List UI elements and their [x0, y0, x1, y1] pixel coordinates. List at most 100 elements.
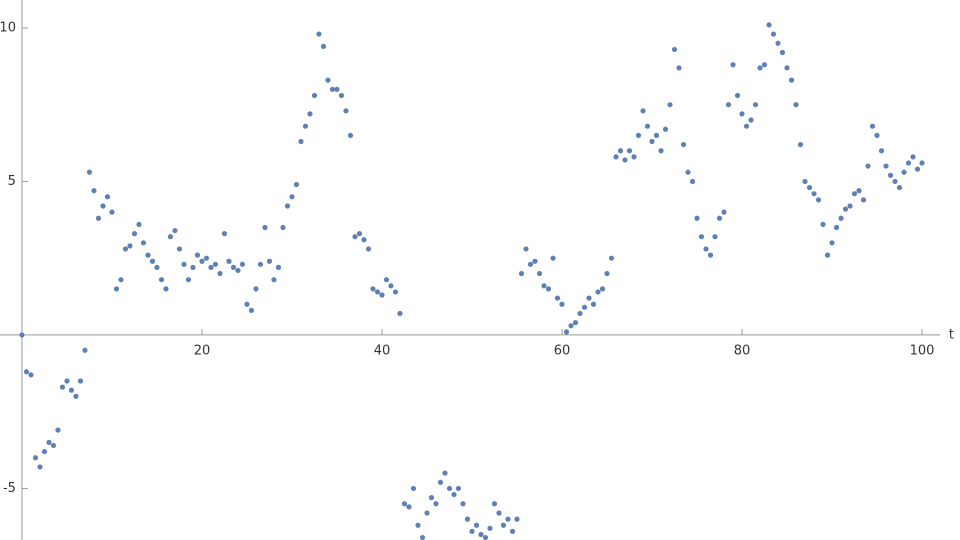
point — [172, 227, 178, 234]
point — [577, 310, 583, 317]
point — [433, 501, 439, 507]
point — [68, 387, 75, 393]
point — [181, 261, 187, 267]
point — [874, 132, 880, 138]
x-tick-label: 40 — [374, 343, 391, 358]
point — [41, 448, 48, 455]
point — [419, 534, 426, 540]
point — [860, 197, 867, 203]
point — [568, 323, 574, 329]
point — [352, 234, 358, 240]
point — [410, 485, 417, 492]
point — [779, 49, 786, 56]
point — [784, 65, 790, 71]
point — [662, 126, 669, 132]
point — [653, 132, 660, 138]
x-tick-label: 20 — [194, 343, 211, 358]
y-tick-label: -5 — [3, 481, 16, 496]
point — [392, 289, 399, 295]
point — [55, 427, 61, 433]
point — [487, 525, 493, 531]
point — [397, 310, 403, 317]
point — [842, 206, 849, 212]
point — [194, 252, 201, 258]
point — [370, 286, 376, 292]
point — [271, 277, 277, 283]
point — [757, 65, 763, 71]
point — [37, 464, 43, 470]
point — [28, 372, 34, 378]
point — [775, 40, 781, 46]
point — [176, 246, 183, 252]
point — [478, 531, 484, 538]
point — [302, 123, 309, 129]
point — [122, 246, 129, 252]
x-axis-label: t — [949, 328, 954, 343]
point — [307, 111, 313, 117]
point — [50, 442, 57, 449]
point — [640, 108, 646, 114]
point — [136, 221, 142, 228]
point — [383, 277, 390, 283]
point — [325, 77, 331, 83]
point — [712, 234, 718, 240]
point — [95, 215, 102, 221]
point — [289, 194, 295, 200]
point — [905, 160, 912, 166]
point — [518, 270, 525, 277]
x-tick-label: 100 — [910, 343, 935, 358]
point — [802, 178, 808, 185]
point — [199, 258, 205, 264]
point — [680, 141, 687, 148]
point — [739, 111, 745, 117]
point — [811, 191, 817, 197]
point — [455, 485, 462, 492]
point — [415, 522, 421, 528]
point — [689, 178, 696, 185]
point — [347, 132, 354, 138]
point — [329, 86, 336, 92]
point — [167, 234, 174, 240]
point — [266, 258, 273, 264]
point — [424, 510, 430, 516]
point — [91, 188, 97, 194]
point — [118, 277, 124, 283]
point — [635, 132, 642, 138]
point — [464, 516, 471, 522]
point — [442, 470, 448, 476]
point — [298, 138, 304, 145]
point — [140, 240, 147, 246]
point — [797, 141, 804, 148]
point — [19, 332, 25, 338]
point — [892, 178, 898, 185]
point — [887, 172, 894, 178]
point — [77, 378, 84, 384]
point — [64, 378, 70, 384]
x-tick-label: 60 — [554, 343, 571, 358]
point — [865, 163, 871, 169]
point — [613, 154, 619, 160]
point — [334, 86, 340, 92]
point — [856, 188, 862, 194]
point — [154, 264, 160, 270]
point — [586, 295, 592, 301]
point — [595, 289, 601, 295]
point — [208, 264, 214, 270]
point — [820, 221, 826, 228]
point — [563, 329, 570, 335]
point — [532, 258, 538, 264]
point — [748, 117, 754, 123]
point — [104, 194, 111, 200]
point — [82, 347, 88, 353]
point — [770, 31, 777, 37]
point — [109, 209, 115, 215]
point — [505, 516, 511, 522]
point — [559, 301, 565, 307]
point — [806, 184, 813, 191]
point — [878, 148, 885, 154]
point — [262, 224, 268, 231]
point — [766, 22, 772, 28]
point — [158, 277, 165, 283]
point — [545, 286, 552, 292]
